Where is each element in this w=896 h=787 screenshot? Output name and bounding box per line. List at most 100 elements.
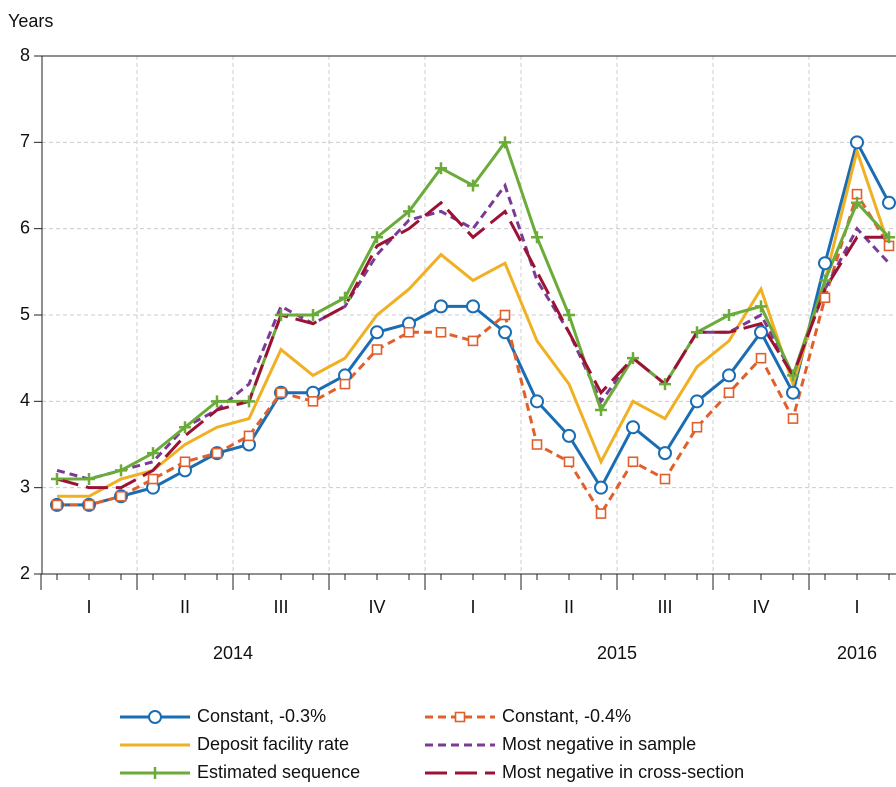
point	[83, 473, 95, 486]
legend-label: Most negative in cross-section	[502, 762, 744, 782]
point	[563, 309, 575, 321]
point	[786, 385, 800, 400]
point	[498, 325, 512, 340]
series-line	[57, 145, 891, 498]
y-tick-label: 4	[20, 390, 30, 410]
point	[755, 352, 767, 364]
quarter-label: IV	[752, 597, 769, 617]
point	[531, 231, 543, 244]
point	[627, 352, 639, 365]
point	[819, 274, 831, 287]
point	[818, 256, 832, 271]
quarter-label: III	[657, 597, 672, 617]
point	[147, 447, 159, 460]
point	[371, 231, 383, 244]
legend-marker	[454, 711, 466, 723]
quarter-label: II	[564, 597, 574, 617]
point	[627, 456, 639, 468]
point	[51, 473, 63, 486]
series-line	[56, 182, 891, 481]
point	[467, 335, 479, 347]
point	[243, 395, 255, 408]
point	[595, 508, 607, 519]
point	[754, 325, 768, 340]
point	[339, 378, 351, 390]
series-line	[56, 200, 889, 490]
point	[499, 309, 511, 321]
point	[499, 136, 511, 149]
quarter-label: I	[470, 597, 475, 617]
legend-marker	[148, 710, 162, 724]
point	[562, 428, 576, 443]
year-label: 2016	[837, 643, 877, 663]
point	[435, 326, 447, 338]
quarter-label: IV	[368, 597, 385, 617]
point	[339, 291, 351, 304]
point	[403, 205, 415, 218]
point	[147, 473, 159, 485]
point	[370, 325, 384, 340]
point	[211, 395, 223, 408]
legend-label: Constant, -0.4%	[502, 706, 631, 726]
year-label: 2015	[597, 643, 637, 663]
y-axis-label: Years	[8, 11, 53, 31]
point	[787, 369, 799, 382]
quarter-label: II	[180, 597, 190, 617]
point	[403, 326, 415, 338]
point	[787, 413, 799, 424]
point	[755, 300, 767, 313]
point	[115, 464, 127, 477]
point	[115, 490, 127, 502]
point	[434, 299, 448, 314]
y-tick-label: 7	[20, 131, 30, 151]
point	[626, 420, 640, 435]
y-tick-label: 2	[20, 563, 30, 583]
point	[211, 447, 223, 459]
point	[723, 387, 735, 399]
quarter-label: III	[273, 597, 288, 617]
point	[563, 456, 575, 468]
point	[594, 480, 608, 495]
point	[883, 231, 895, 244]
y-tick-label: 3	[20, 476, 30, 496]
quarter-label: I	[86, 597, 91, 617]
series-line	[57, 190, 891, 517]
point	[722, 368, 736, 383]
y-tick-label: 8	[20, 45, 30, 65]
point	[83, 499, 95, 511]
point	[275, 387, 287, 399]
y-tick-label: 5	[20, 304, 30, 324]
point	[275, 309, 287, 321]
point	[882, 195, 896, 210]
year-label: 2014	[213, 643, 253, 663]
point	[435, 162, 447, 175]
y-tick-label: 6	[20, 217, 30, 237]
point	[723, 309, 735, 321]
point	[659, 473, 671, 485]
point	[307, 309, 319, 321]
point	[371, 344, 383, 355]
quarter-label: I	[854, 597, 859, 617]
legend-label: Estimated sequence	[197, 762, 360, 782]
point	[690, 394, 704, 409]
point	[243, 430, 255, 442]
point	[531, 439, 543, 450]
point	[51, 499, 63, 511]
point	[659, 378, 671, 391]
point	[658, 446, 672, 461]
legend-label: Most negative in sample	[502, 734, 696, 754]
point	[850, 135, 864, 150]
point	[851, 196, 863, 209]
point	[530, 394, 544, 409]
point	[467, 179, 479, 192]
point	[595, 403, 607, 416]
legend-marker	[149, 767, 161, 779]
point	[179, 421, 191, 434]
point	[691, 326, 703, 339]
legend-label: Constant, -0.3%	[197, 706, 326, 726]
point	[691, 421, 703, 433]
point	[307, 396, 319, 407]
point	[466, 299, 480, 314]
plot-area	[50, 135, 896, 519]
